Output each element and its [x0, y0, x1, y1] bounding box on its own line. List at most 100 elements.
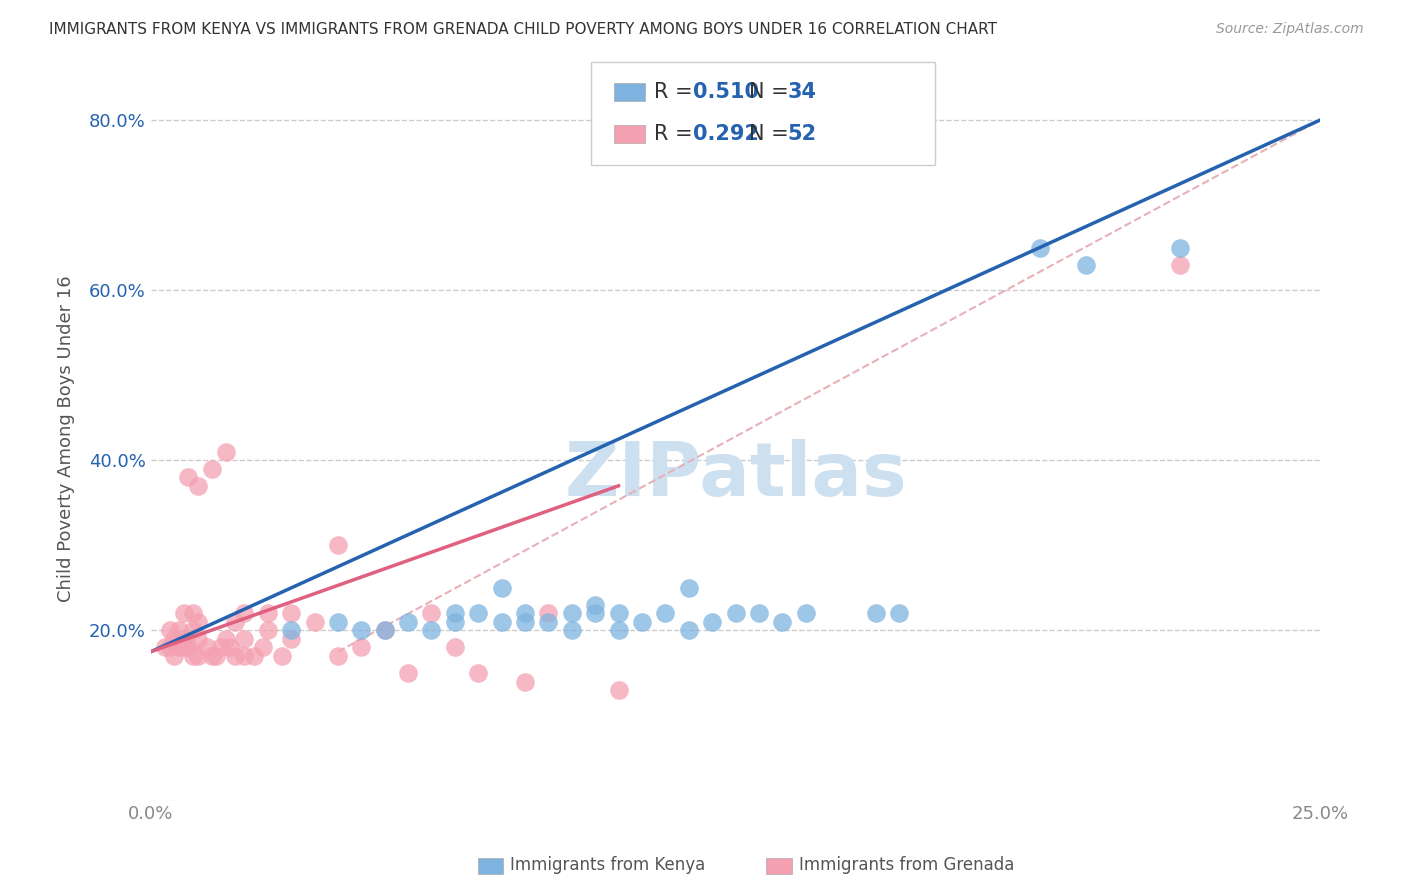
Point: [1028, 241, 1050, 255]
Point: [280, 607, 302, 621]
Point: [177, 640, 200, 655]
Point: [396, 615, 419, 629]
Point: [167, 624, 190, 638]
Point: [374, 624, 396, 638]
Point: [374, 624, 396, 638]
Point: [561, 624, 583, 638]
Point: [304, 615, 326, 629]
Point: [159, 640, 181, 655]
Point: [607, 624, 630, 638]
Point: [219, 640, 242, 655]
Y-axis label: Child Poverty Among Boys Under 16: Child Poverty Among Boys Under 16: [58, 276, 75, 602]
Point: [233, 632, 256, 646]
Point: [209, 640, 232, 655]
Point: [256, 624, 278, 638]
Point: [748, 607, 770, 621]
Text: Immigrants from Grenada: Immigrants from Grenada: [799, 856, 1014, 874]
Point: [233, 648, 256, 663]
Point: [326, 648, 349, 663]
Point: [195, 640, 218, 655]
Text: 52: 52: [787, 124, 817, 144]
Point: [233, 607, 256, 621]
Point: [224, 615, 246, 629]
Point: [467, 607, 489, 621]
Point: [513, 607, 536, 621]
Text: 34: 34: [787, 82, 817, 102]
Point: [181, 624, 204, 638]
Point: [583, 598, 606, 612]
Point: [420, 607, 443, 621]
Text: IMMIGRANTS FROM KENYA VS IMMIGRANTS FROM GRENADA CHILD POVERTY AMONG BOYS UNDER : IMMIGRANTS FROM KENYA VS IMMIGRANTS FROM…: [49, 22, 997, 37]
Point: [163, 632, 186, 646]
Point: [724, 607, 747, 621]
Point: [187, 632, 209, 646]
Point: [270, 648, 292, 663]
Point: [153, 640, 176, 655]
Text: R =: R =: [654, 82, 699, 102]
Text: N =: N =: [749, 82, 796, 102]
Point: [187, 648, 209, 663]
Point: [205, 648, 228, 663]
Point: [444, 615, 467, 629]
Point: [252, 640, 274, 655]
Point: [654, 607, 676, 621]
Text: N =: N =: [749, 124, 796, 144]
Point: [678, 581, 700, 595]
Point: [444, 607, 467, 621]
Point: [201, 648, 224, 663]
Point: [444, 640, 467, 655]
Text: 0.292: 0.292: [693, 124, 759, 144]
Point: [173, 640, 195, 655]
Point: [865, 607, 887, 621]
Point: [173, 607, 195, 621]
Point: [631, 615, 654, 629]
Point: [280, 632, 302, 646]
Point: [350, 640, 373, 655]
Point: [326, 615, 349, 629]
Point: [607, 683, 630, 698]
Point: [201, 462, 224, 476]
Point: [159, 624, 181, 638]
Point: [242, 648, 264, 663]
Point: [607, 607, 630, 621]
Point: [224, 648, 246, 663]
Point: [770, 615, 793, 629]
Point: [173, 632, 195, 646]
Point: [256, 607, 278, 621]
Point: [326, 538, 349, 552]
Point: [513, 615, 536, 629]
Point: [583, 607, 606, 621]
Point: [396, 665, 419, 680]
Point: [537, 615, 560, 629]
Point: [187, 479, 209, 493]
Text: ZIPatlas: ZIPatlas: [564, 439, 907, 512]
Point: [491, 581, 513, 595]
Text: Source: ZipAtlas.com: Source: ZipAtlas.com: [1216, 22, 1364, 37]
Text: Immigrants from Kenya: Immigrants from Kenya: [510, 856, 706, 874]
Point: [702, 615, 724, 629]
Point: [537, 607, 560, 621]
Point: [177, 470, 200, 484]
Point: [350, 624, 373, 638]
Point: [181, 648, 204, 663]
Point: [1168, 241, 1191, 255]
Point: [214, 444, 236, 458]
Text: R =: R =: [654, 124, 699, 144]
Point: [280, 624, 302, 638]
Point: [513, 674, 536, 689]
Point: [491, 615, 513, 629]
Point: [794, 607, 817, 621]
Point: [678, 624, 700, 638]
Point: [561, 607, 583, 621]
Point: [467, 665, 489, 680]
Text: 0.510: 0.510: [693, 82, 759, 102]
Point: [1168, 258, 1191, 272]
Point: [214, 632, 236, 646]
Point: [167, 640, 190, 655]
Point: [1076, 258, 1098, 272]
Point: [420, 624, 443, 638]
Point: [187, 615, 209, 629]
Point: [181, 607, 204, 621]
Point: [163, 648, 186, 663]
Point: [889, 607, 911, 621]
